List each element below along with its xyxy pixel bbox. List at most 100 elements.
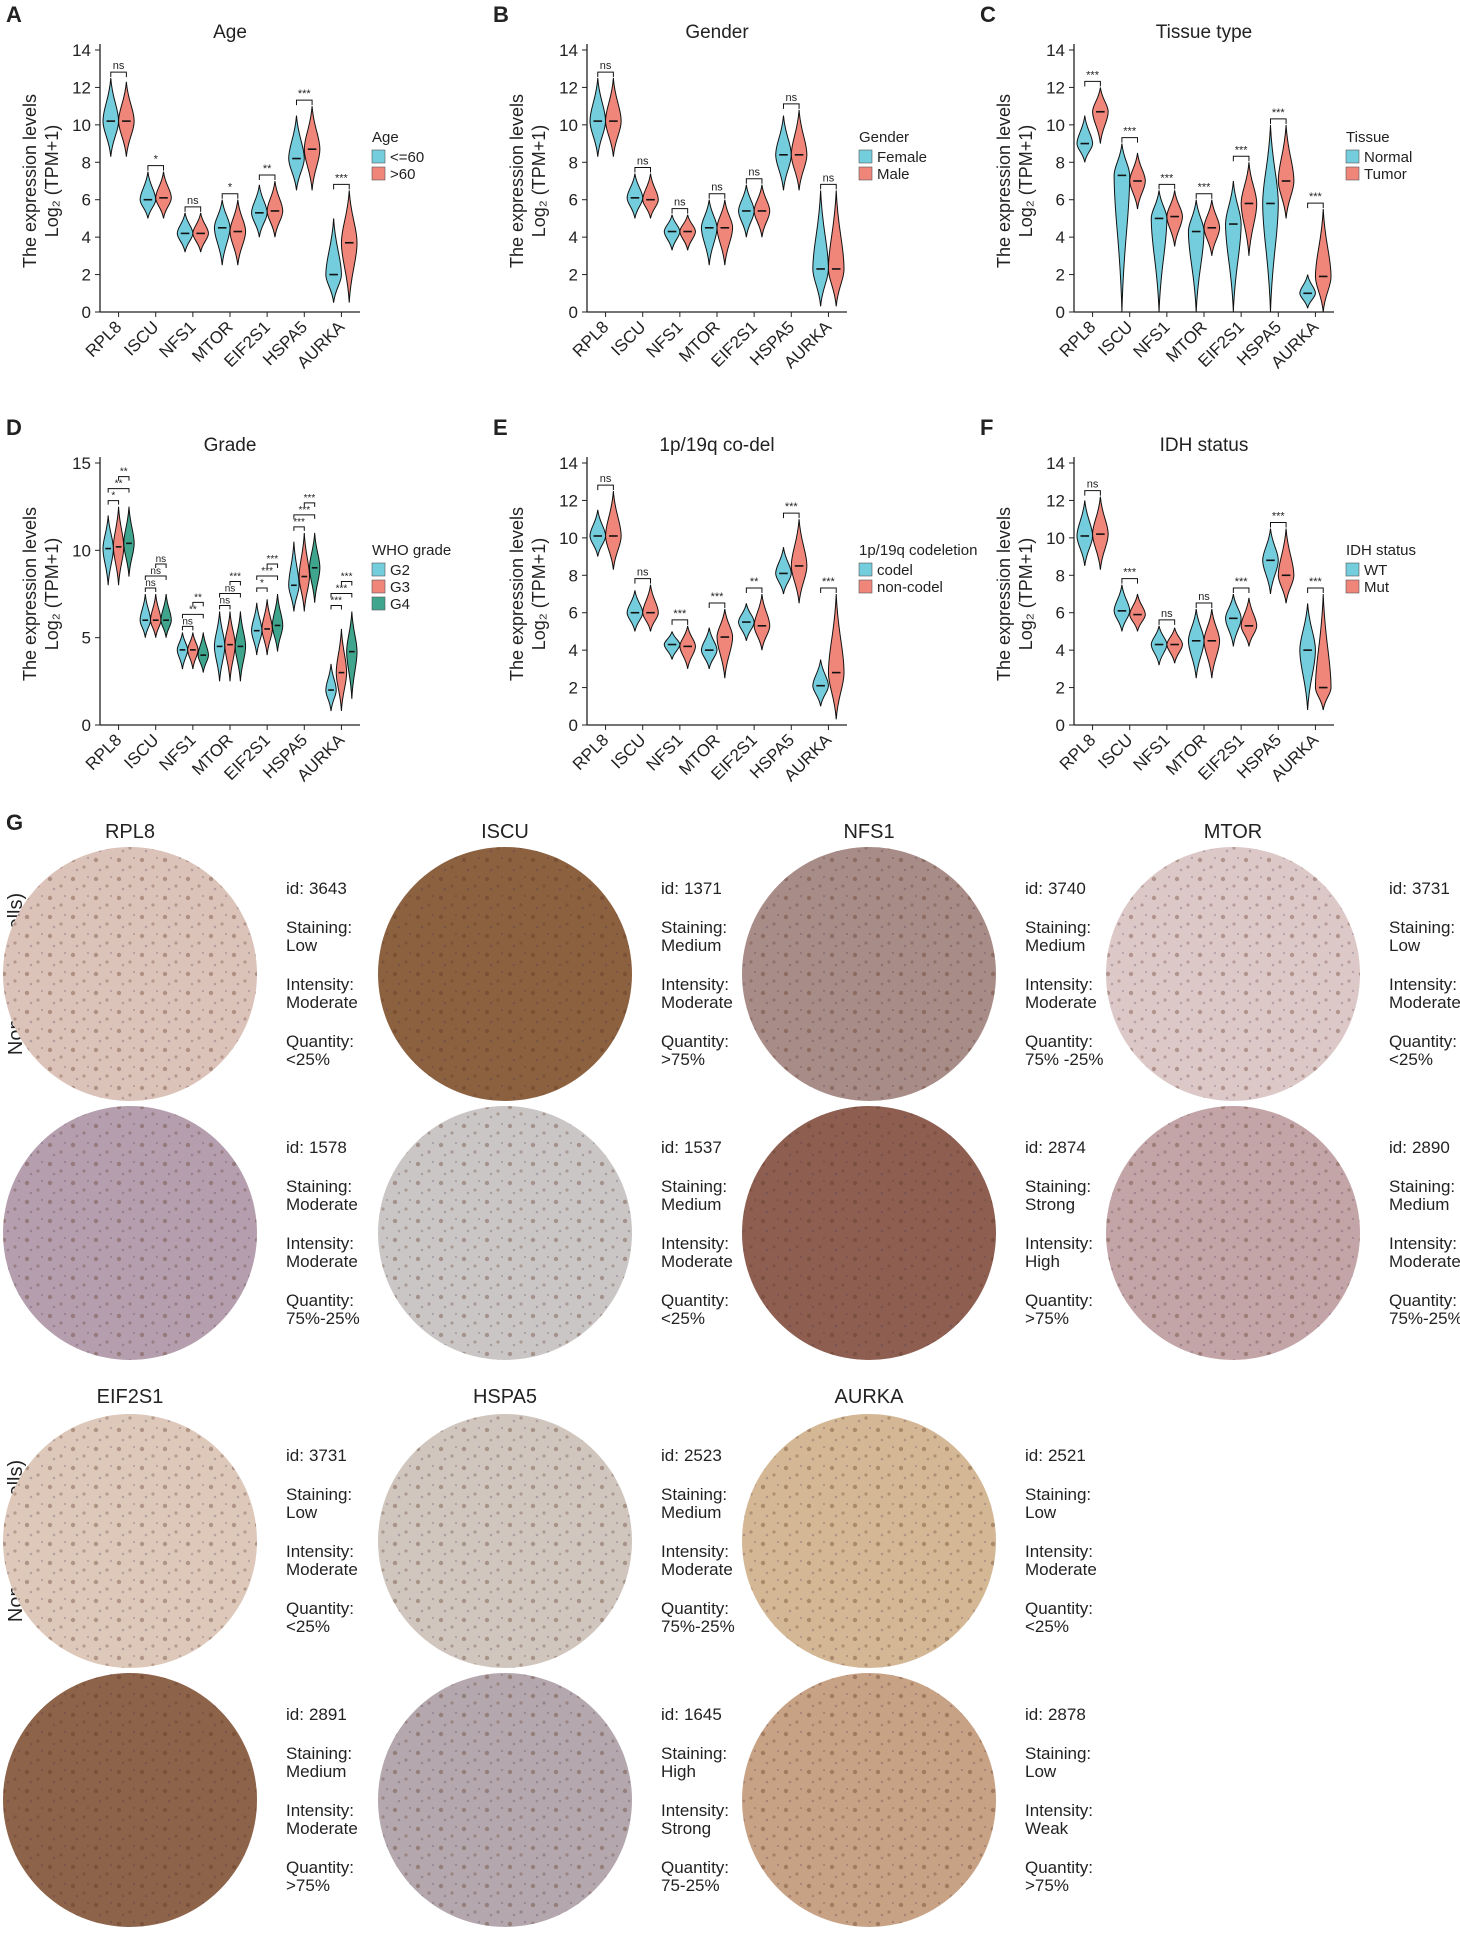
violin (1277, 528, 1295, 604)
sig-label: ns (182, 616, 193, 627)
sig-label: *** (1235, 144, 1249, 156)
violin (123, 506, 135, 577)
violin (626, 590, 644, 632)
y-tick-label: 0 (1056, 716, 1065, 735)
sig-label: *** (229, 571, 241, 582)
sig-label: ns (150, 566, 161, 577)
field-value: Moderate (286, 1560, 358, 1579)
y-tick-label: 4 (569, 228, 578, 247)
violin (1150, 625, 1168, 666)
legend-swatch (858, 166, 873, 181)
panel-letter: B (493, 2, 509, 27)
violin (325, 218, 342, 303)
y-tick-label: 8 (82, 153, 91, 172)
violin (251, 184, 268, 238)
legend-swatch (1345, 166, 1360, 181)
field-label: Staining: (1389, 1177, 1455, 1196)
y-tick-label: 10 (72, 116, 91, 135)
y-tick-label: 5 (82, 629, 91, 648)
violin (271, 593, 284, 652)
legend-swatch (858, 579, 873, 594)
sig-bracket (1269, 118, 1287, 124)
panel-letter: G (6, 810, 23, 835)
y-tick-label: 2 (82, 266, 91, 285)
sig-bracket (1195, 193, 1213, 199)
id-line: id: 2878 (1025, 1705, 1086, 1724)
y-tick-label: 6 (569, 191, 578, 210)
sig-bracket (1084, 80, 1101, 87)
sig-bracket (1121, 137, 1139, 143)
chart-title: Tissue type (1156, 22, 1252, 43)
sig-bracket (155, 563, 167, 568)
sig-label: ns (823, 172, 835, 184)
y-tick-label: 4 (82, 228, 91, 247)
sig-label: *** (298, 505, 310, 516)
violin (589, 509, 607, 557)
id-line: id: 2890 (1389, 1138, 1450, 1157)
sig-label: * (260, 578, 264, 589)
field-value: >75% (1025, 1876, 1069, 1895)
chart-panel: F IDH status The expression levels Log₂ (TP… (980, 415, 1416, 785)
ihc-texture (378, 1414, 632, 1668)
field-value: Medium (661, 1195, 721, 1214)
violin (827, 190, 845, 307)
violin (1092, 496, 1109, 570)
field-value: <25% (661, 1309, 705, 1328)
field-label: Staining: (1389, 918, 1455, 937)
violin (679, 214, 696, 251)
sig-bracket (229, 580, 241, 586)
field-value: Moderate (1025, 1560, 1097, 1579)
violin (251, 602, 263, 656)
legend-swatch (371, 166, 386, 181)
sig-bracket (1232, 155, 1250, 162)
x-tick-label: ISCU (1094, 317, 1136, 359)
sig-bracket (1307, 587, 1324, 593)
field-value: 3740 (1048, 879, 1086, 898)
panel-letter: D (6, 415, 22, 440)
field-value: Moderate (661, 1560, 733, 1579)
violin (224, 611, 236, 682)
gene-title: AURKA (835, 1386, 905, 1408)
violin (340, 190, 358, 303)
legend-swatch (858, 562, 873, 577)
y-tick-label: 14 (1046, 454, 1065, 473)
legend-title: Tissue (1346, 129, 1390, 146)
field-value: Medium (286, 1762, 346, 1781)
sig-bracket (671, 208, 689, 214)
gene-title: NFS1 (843, 821, 894, 843)
legend-label: G3 (390, 579, 410, 596)
legend-label: >60 (390, 166, 415, 183)
violin (589, 78, 607, 157)
field-value: Low (286, 936, 318, 955)
gene-title: MTOR (1204, 821, 1263, 843)
violin (1129, 593, 1146, 632)
violin (139, 171, 157, 219)
id-line: id: 2891 (286, 1705, 347, 1724)
sig-label: ns (600, 60, 612, 72)
sig-label: *** (1235, 576, 1249, 588)
ihc-texture (3, 1414, 257, 1668)
sig-label: ns (113, 60, 125, 72)
legend-label: Normal (1364, 149, 1412, 166)
field-label: id: (1025, 1446, 1043, 1465)
field-label: Quantity: (1025, 1032, 1093, 1051)
field-value: High (1025, 1252, 1060, 1271)
field-value: 75%-25% (661, 1617, 735, 1636)
sig-bracket (184, 206, 202, 212)
legend-label: Tumor (1364, 166, 1407, 183)
sig-bracket (144, 587, 157, 592)
sig-bracket (107, 488, 130, 493)
violin (1299, 603, 1316, 711)
field-label: Intensity: (286, 1234, 354, 1253)
sig-label: ns (1161, 608, 1173, 620)
id-line: id: 1578 (286, 1138, 347, 1157)
sig-label: *** (298, 88, 312, 100)
field-value: Moderate (661, 993, 733, 1012)
violin (1076, 115, 1094, 163)
violin (229, 199, 247, 266)
ihc-texture (742, 1414, 996, 1668)
panel-letter: C (980, 2, 996, 27)
sig-label: *** (293, 517, 305, 528)
legend-swatch (858, 149, 873, 164)
violin (325, 663, 337, 712)
